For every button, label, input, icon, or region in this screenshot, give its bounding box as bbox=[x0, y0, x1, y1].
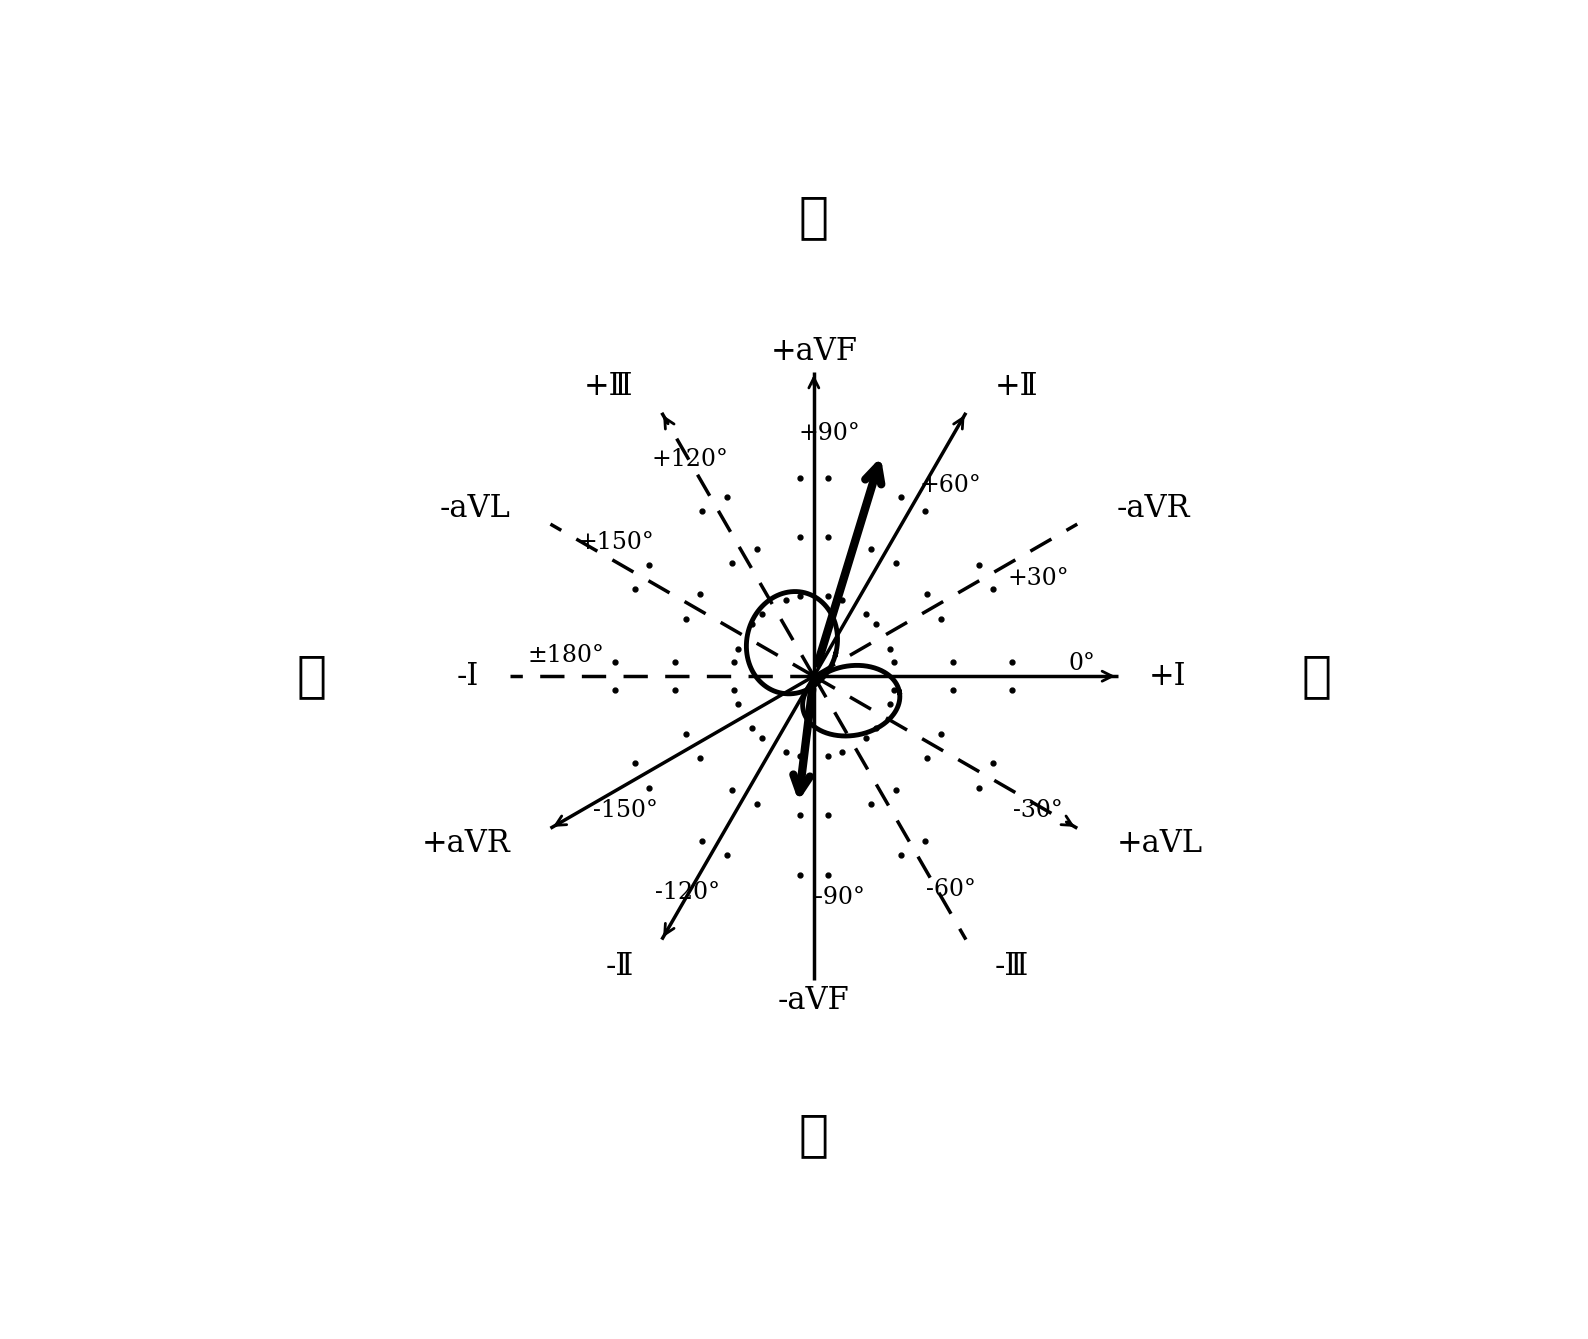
Text: +aVF: +aVF bbox=[770, 336, 858, 367]
Text: +aVL: +aVL bbox=[1116, 829, 1204, 860]
Text: ±180°: ±180° bbox=[527, 644, 605, 667]
Text: 0°: 0° bbox=[1069, 652, 1096, 675]
Text: -I: -I bbox=[456, 660, 478, 692]
Text: -90°: -90° bbox=[815, 886, 864, 909]
Text: +150°: +150° bbox=[576, 530, 654, 553]
Text: -Ⅱ: -Ⅱ bbox=[605, 951, 634, 981]
Text: +60°: +60° bbox=[919, 474, 981, 497]
Text: +aVR: +aVR bbox=[422, 829, 511, 860]
Text: 上: 上 bbox=[799, 193, 829, 242]
Text: +90°: +90° bbox=[799, 422, 861, 446]
Text: -150°: -150° bbox=[594, 799, 659, 822]
Text: +120°: +120° bbox=[651, 449, 729, 471]
Text: +I: +I bbox=[1150, 660, 1186, 692]
Text: -aVR: -aVR bbox=[1116, 493, 1191, 524]
Text: -120°: -120° bbox=[654, 881, 719, 904]
Text: -60°: -60° bbox=[926, 878, 975, 901]
Text: +30°: +30° bbox=[1007, 566, 1069, 589]
Text: -30°: -30° bbox=[1013, 799, 1062, 822]
Text: 左: 左 bbox=[1302, 652, 1331, 700]
Text: +Ⅲ: +Ⅲ bbox=[584, 371, 634, 402]
Text: -Ⅲ: -Ⅲ bbox=[994, 951, 1029, 981]
Text: 右: 右 bbox=[297, 652, 326, 700]
Text: -aVL: -aVL bbox=[440, 493, 511, 524]
Text: -aVF: -aVF bbox=[778, 986, 850, 1016]
Text: 下: 下 bbox=[799, 1110, 829, 1160]
Text: +Ⅱ: +Ⅱ bbox=[994, 371, 1039, 402]
